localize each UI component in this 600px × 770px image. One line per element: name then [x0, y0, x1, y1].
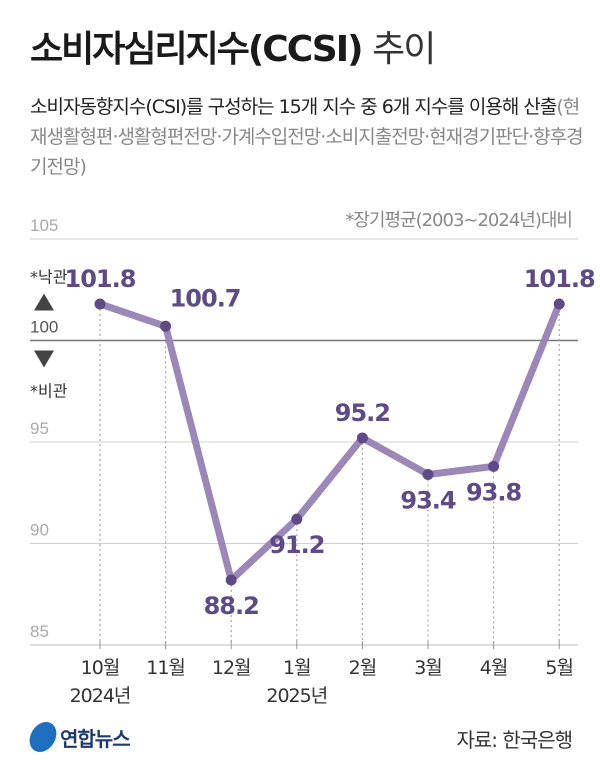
triangle-up-icon	[34, 293, 54, 311]
data-point	[225, 574, 237, 586]
x-tick-label: 4월	[480, 657, 508, 679]
year-label: 2024년	[70, 685, 131, 707]
data-label: 88.2	[204, 592, 259, 620]
year-label: 2025년	[266, 685, 327, 707]
x-tick-label: 11월	[146, 657, 185, 679]
x-tick-label: 10월	[81, 657, 120, 679]
subtitle: 소비자동향지수(CSI)를 구성하는 15개 지수 중 6개 지수를 이용해 산…	[30, 92, 590, 182]
baseline-note: *장기평균(2003~2024년)대비	[345, 210, 573, 231]
x-tick-label: 1월	[283, 657, 311, 679]
data-point	[422, 468, 434, 480]
page-title: 소비자심리지수(CCSI) 추이	[30, 20, 436, 72]
triangle-down-icon	[34, 350, 54, 368]
title-main: 소비자심리지수(CCSI)	[30, 29, 364, 70]
data-label: 95.2	[335, 399, 390, 427]
pessimism-label: *비관	[30, 382, 68, 401]
data-point	[94, 298, 106, 310]
data-point	[553, 298, 565, 310]
data-label: 91.2	[269, 531, 324, 559]
subtitle-main: 소비자동향지수(CSI)를 구성하는 15개 지수 중 6개 지수를 이용해 산…	[30, 96, 557, 118]
logo-text: 연합뉴스	[60, 726, 131, 751]
subtitle-detail: (현재생활형편·생활형편전망·가계수입전망·소비지출전망·현재경기판단·향후경기…	[30, 96, 584, 178]
source-label: 자료: 한국은행	[456, 728, 573, 752]
data-label: 100.7	[170, 284, 241, 312]
data-point	[488, 460, 500, 472]
y-tick-label: 90	[30, 521, 49, 540]
x-tick-label: 3월	[414, 657, 442, 679]
x-tick-label: 5월	[545, 657, 573, 679]
y-tick-label: 95	[30, 419, 49, 438]
x-tick-label: 12월	[212, 657, 251, 679]
data-point	[291, 513, 303, 525]
logo-icon	[26, 722, 60, 752]
y-tick-label: 85	[30, 622, 49, 641]
data-label: 101.8	[524, 265, 595, 293]
data-label: 93.8	[466, 478, 522, 506]
data-label: 93.4	[400, 486, 456, 514]
title-suffix: 추이	[372, 29, 436, 70]
optimism-label: *낙관	[30, 268, 68, 287]
data-point	[356, 432, 368, 444]
x-tick-label: 2월	[349, 657, 377, 679]
y-tick-label: 105	[30, 216, 58, 235]
yonhap-logo: 연합뉴스	[26, 722, 131, 752]
y-tick-label: 100	[30, 318, 58, 337]
line-chart: 105 100 95 90 85 *낙관 *비관 10월 11월 12월 1월 2월 3월 4월 5월 202…	[30, 216, 596, 707]
data-label: 101.8	[65, 265, 136, 293]
series-line	[96, 300, 563, 584]
data-point	[160, 320, 172, 332]
